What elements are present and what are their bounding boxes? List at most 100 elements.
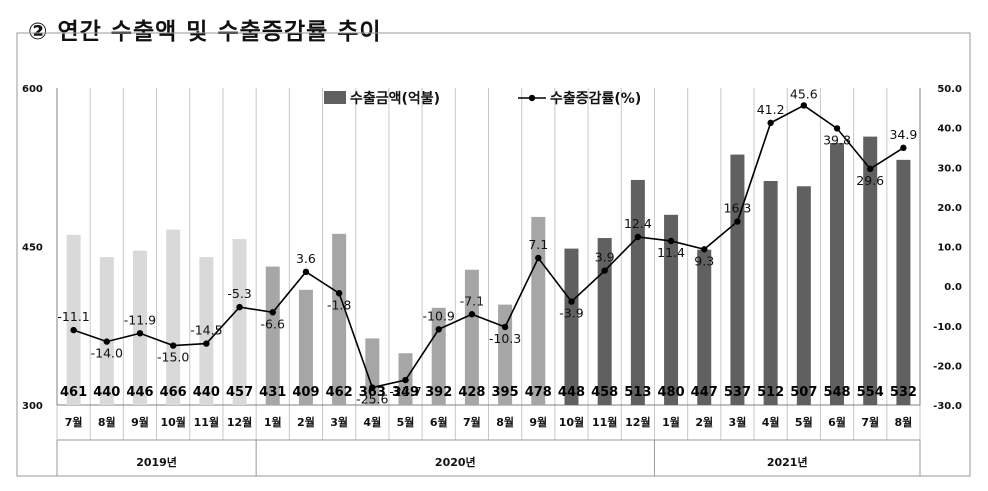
right-tick-label: 50.0 [937,84,962,95]
right-tick-label: 10.0 [937,243,962,254]
category-label: 1월 [264,415,282,429]
line-point [867,165,874,173]
bar [431,307,446,405]
category-label: 10월 [559,415,584,429]
left-tick-label: 600 [22,84,43,95]
bar [332,233,347,405]
year-group-label: 2020년 [435,455,476,469]
bar [498,304,513,405]
line-value-label: -3.9 [559,306,583,321]
line-value-label: 12.4 [624,216,652,231]
bar [730,154,745,405]
category-label: 8월 [895,415,913,429]
line-point [501,323,509,331]
legend-line-marker [528,94,536,102]
bar-value-label: 431 [259,385,286,400]
line-point [435,326,442,333]
category-label: 5월 [397,415,415,429]
bar-value-label: 478 [525,385,552,400]
year-group-label: 2021년 [767,455,808,469]
bar-value-label: 507 [790,385,817,400]
bar [199,257,214,405]
line-value-label: 3.9 [595,250,615,265]
line-point [734,218,741,225]
page-title: ② 연간 수출액 및 수출증감률 추이 [28,19,382,45]
line-point [335,290,343,297]
line-point [701,246,708,253]
line-value-label: -6.6 [261,316,285,331]
line-value-label: 39.8 [823,132,851,147]
line-value-label: 34.9 [889,127,917,142]
category-label: 11월 [592,415,617,429]
category-label: 3월 [330,415,348,429]
line-value-label: -23.7 [389,384,421,399]
bar-value-label: 513 [624,385,651,400]
right-tick-label: -10.0 [933,322,962,333]
line-value-label: -14.5 [190,323,222,338]
bar [166,229,181,405]
line-value-label: -14.0 [91,346,123,361]
bar-value-label: 461 [60,385,87,400]
category-label: 5월 [795,415,813,429]
category-label: 6월 [430,415,448,429]
bar [830,142,845,406]
line-value-label: -10.3 [489,331,521,346]
line-value-label: -7.1 [460,293,484,308]
category-label: 6월 [828,415,846,429]
right-tick-label: 30.0 [937,163,962,174]
bar-value-label: 448 [558,385,585,400]
category-label: 11월 [194,415,219,429]
line-value-label: 29.6 [856,173,884,188]
line-point [833,125,841,132]
line-value-label: 41.2 [757,102,785,117]
bar-value-label: 462 [326,385,353,400]
legend-line-label: 수출증감률(%) [550,90,641,107]
line-point [568,298,575,305]
bar [896,159,911,405]
bar [265,266,280,405]
bar [99,257,114,405]
bar [564,248,579,405]
line-value-label: 11.4 [657,245,685,260]
category-label: 1월 [662,415,680,429]
bar-value-label: 349 [392,385,419,400]
line-value-label: 7.1 [528,237,548,252]
bar-value-label: 392 [425,385,452,400]
line-point [535,254,542,262]
line-value-label: -25.6 [356,392,388,407]
line-point [468,311,476,318]
bar [763,180,778,405]
bar [597,238,612,405]
bar-value-label: 554 [857,385,884,400]
line-point [269,309,276,316]
bar [232,239,247,405]
bar-value-label: 395 [492,385,519,400]
line-point [402,376,409,384]
line-value-label: -10.9 [423,308,455,323]
bar-value-label: 440 [193,385,220,400]
bar-value-label: 548 [823,385,850,400]
bar [298,289,313,405]
bar-value-label: 512 [757,385,784,400]
category-label: 12월 [227,415,252,429]
bar-value-label: 480 [657,385,684,400]
bar-value-label: 537 [724,385,751,400]
category-label: 8월 [496,415,514,429]
category-label: 9월 [131,415,149,429]
category-label: 10월 [160,415,185,429]
bar-value-label: 428 [458,385,485,400]
category-label: 2월 [695,415,713,429]
line-value-label: 3.6 [296,251,316,266]
bar [365,338,380,405]
category-label: 7월 [861,415,879,429]
line-point [667,237,675,245]
bar [796,186,811,405]
line-point [800,102,808,109]
line-value-label: -11.1 [57,309,89,324]
category-label: 9월 [529,415,547,429]
bar [664,214,679,405]
line-value-label: -1.8 [327,297,351,312]
category-label: 3월 [729,415,747,429]
line-point [203,340,210,347]
bar-value-label: 457 [226,385,253,400]
